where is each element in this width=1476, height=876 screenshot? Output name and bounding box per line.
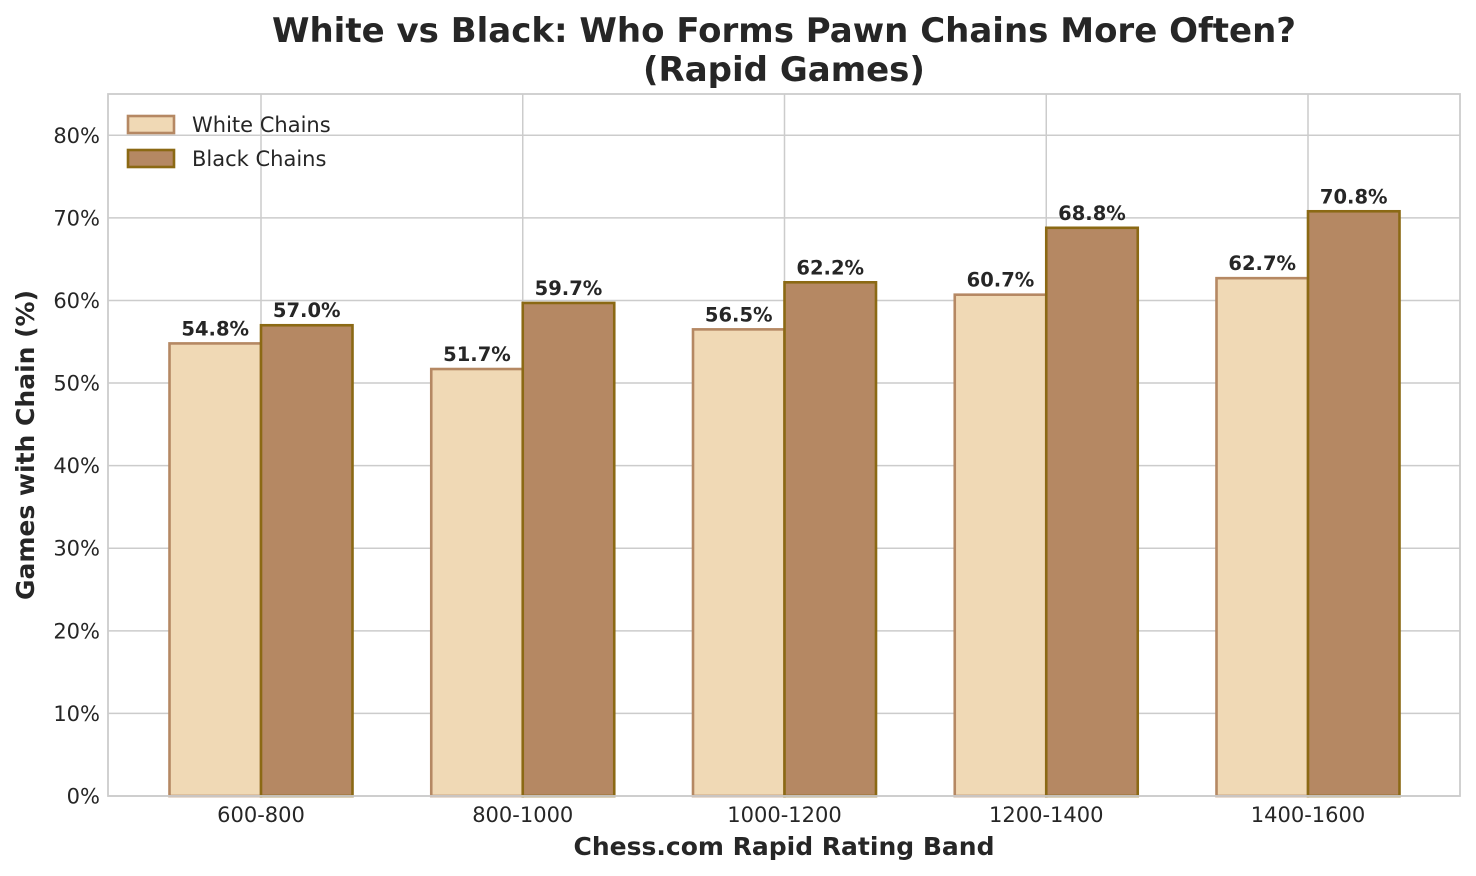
y-tick-label: 80% xyxy=(53,124,100,148)
bar-black-chains xyxy=(1044,226,1140,798)
bar-black-chains xyxy=(521,301,616,798)
bar-white-chains xyxy=(953,293,1048,798)
bar-white-chains xyxy=(168,342,263,798)
data-label-black-chains: 62.2% xyxy=(796,256,864,279)
y-tick-label: 40% xyxy=(53,454,100,478)
legend-swatch-black-chains xyxy=(126,148,176,169)
bars xyxy=(168,209,1401,798)
data-label-white-chains: 54.8% xyxy=(181,317,249,340)
data-label-black-chains: 59.7% xyxy=(535,277,603,300)
bar-white-chains xyxy=(429,367,525,798)
legend: White Chains Black Chains xyxy=(126,113,331,171)
data-label-black-chains: 68.8% xyxy=(1058,202,1126,225)
y-tick-label: 10% xyxy=(53,702,100,726)
y-tick-label: 70% xyxy=(53,206,100,230)
chart-subtitle: (Rapid Games) xyxy=(643,50,925,90)
bar-white-chains xyxy=(691,328,786,798)
x-tick-label: 1000-1200 xyxy=(727,803,841,827)
legend-label-black-chains: Black Chains xyxy=(192,147,326,171)
data-label-white-chains: 60.7% xyxy=(967,269,1035,292)
bar-black-chains xyxy=(783,281,878,798)
x-axis-label: Chess.com Rapid Rating Band xyxy=(574,832,995,861)
legend-label-white-chains: White Chains xyxy=(192,113,331,137)
data-label-black-chains: 57.0% xyxy=(273,299,341,322)
data-label-black-chains: 70.8% xyxy=(1320,185,1388,208)
data-labels: 54.8% 51.7% 56.5% 60.7% 62.7% 57.0% 59.7% 62.2%… xyxy=(181,185,1387,366)
data-label-white-chains: 51.7% xyxy=(443,343,511,366)
x-tick-label: 1200-1400 xyxy=(989,803,1103,827)
axis-ticks: 0% 10% 20% 30% 40% 50% 60% 70% 80% 600-800 800-100… xyxy=(53,124,1365,827)
y-tick-label: 30% xyxy=(53,537,100,561)
legend-swatch-white-chains xyxy=(126,114,176,135)
bar-black-chains xyxy=(1306,209,1401,798)
y-axis-label: Games with Chain (%) xyxy=(11,290,40,600)
y-tick-label: 60% xyxy=(53,289,100,313)
plot-frame xyxy=(107,93,1461,797)
data-label-white-chains: 56.5% xyxy=(705,303,773,326)
y-tick-label: 20% xyxy=(53,619,100,643)
data-label-white-chains: 62.7% xyxy=(1228,252,1296,275)
x-tick-label: 600-800 xyxy=(217,803,305,827)
chart-title: White vs Black: Who Forms Pawn Chains Mo… xyxy=(272,11,1296,51)
y-tick-label: 0% xyxy=(67,785,100,809)
bar-black-chains xyxy=(259,323,354,798)
y-tick-label: 50% xyxy=(53,372,100,396)
x-tick-label: 800-1000 xyxy=(472,803,573,827)
x-tick-label: 1400-1600 xyxy=(1251,803,1365,827)
bar-white-chains xyxy=(1215,276,1310,798)
